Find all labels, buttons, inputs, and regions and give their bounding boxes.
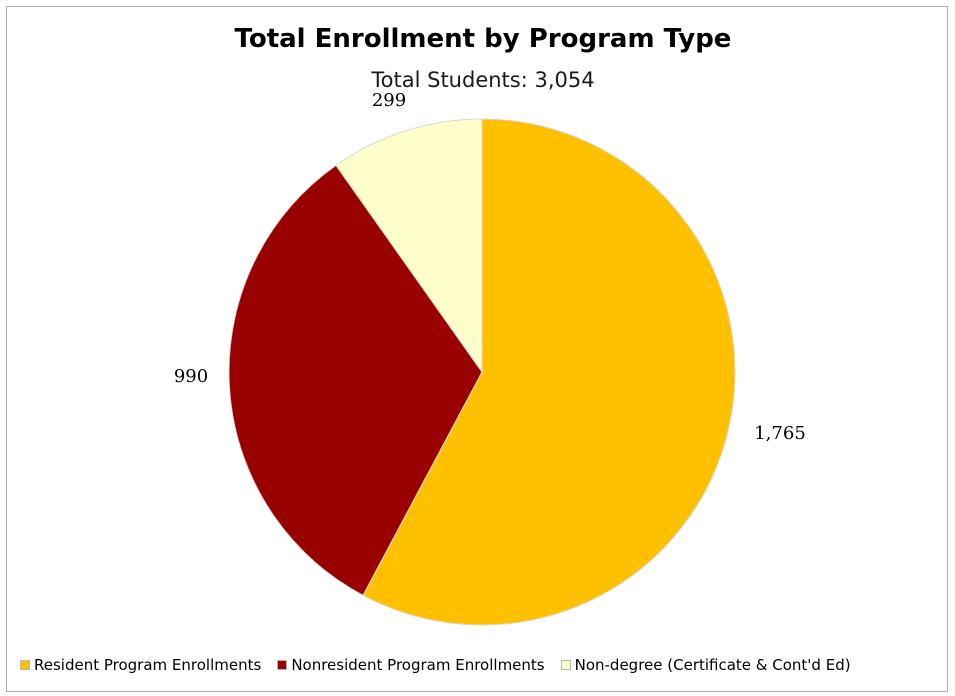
legend-swatch-resident [20,660,30,670]
data-label-resident: 1,765 [754,423,806,444]
legend-item-nonresident: Nonresident Program Enrollments [277,656,544,674]
legend-label-resident: Resident Program Enrollments [34,656,261,674]
data-label-non-degree: 299 [372,90,406,111]
legend-swatch-nonresident [277,660,287,670]
legend-swatch-non-degree [561,660,571,670]
legend-label-non-degree: Non-degree (Certificate & Cont'd Ed) [575,656,851,674]
legend-label-nonresident: Nonresident Program Enrollments [291,656,544,674]
legend: Resident Program Enrollments Nonresident… [20,654,851,676]
legend-item-non-degree: Non-degree (Certificate & Cont'd Ed) [561,656,851,674]
legend-item-resident: Resident Program Enrollments [20,656,261,674]
data-label-nonresident: 990 [174,366,208,387]
